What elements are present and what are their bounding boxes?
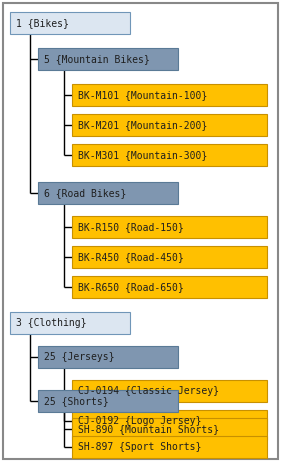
Text: 25 {Jerseys}: 25 {Jerseys} [44, 352, 114, 362]
Text: BK-R650 {Road-650}: BK-R650 {Road-650} [78, 282, 184, 292]
FancyBboxPatch shape [10, 312, 130, 334]
FancyBboxPatch shape [10, 12, 130, 34]
Text: BK-R450 {Road-450}: BK-R450 {Road-450} [78, 252, 184, 262]
Text: 1 {Bikes}: 1 {Bikes} [16, 18, 69, 28]
Text: 6 {Road Bikes}: 6 {Road Bikes} [44, 188, 126, 198]
Text: CJ-0194 {Classic Jersey}: CJ-0194 {Classic Jersey} [78, 386, 219, 396]
FancyBboxPatch shape [72, 436, 267, 458]
Text: BK-M301 {Mountain-300}: BK-M301 {Mountain-300} [78, 150, 207, 160]
Text: BK-M101 {Mountain-100}: BK-M101 {Mountain-100} [78, 90, 207, 100]
FancyBboxPatch shape [72, 380, 267, 402]
FancyBboxPatch shape [72, 246, 267, 268]
Text: CJ-0192 {Logo Jersey}: CJ-0192 {Logo Jersey} [78, 416, 201, 426]
Text: 3 {Clothing}: 3 {Clothing} [16, 318, 87, 328]
Text: BK-R150 {Road-150}: BK-R150 {Road-150} [78, 222, 184, 232]
Text: SH-890 {Mountain Shorts}: SH-890 {Mountain Shorts} [78, 424, 219, 434]
Text: BK-M201 {Mountain-200}: BK-M201 {Mountain-200} [78, 120, 207, 130]
Text: SH-897 {Sport Shorts}: SH-897 {Sport Shorts} [78, 442, 201, 452]
FancyBboxPatch shape [72, 114, 267, 136]
FancyBboxPatch shape [72, 144, 267, 166]
FancyBboxPatch shape [38, 390, 178, 412]
FancyBboxPatch shape [38, 48, 178, 70]
FancyBboxPatch shape [72, 276, 267, 298]
FancyBboxPatch shape [38, 346, 178, 368]
Text: 5 {Mountain Bikes}: 5 {Mountain Bikes} [44, 54, 150, 64]
FancyBboxPatch shape [72, 84, 267, 106]
FancyBboxPatch shape [38, 182, 178, 204]
Text: 25 {Shorts}: 25 {Shorts} [44, 396, 109, 406]
FancyBboxPatch shape [72, 216, 267, 238]
FancyBboxPatch shape [72, 410, 267, 432]
FancyBboxPatch shape [72, 418, 267, 440]
